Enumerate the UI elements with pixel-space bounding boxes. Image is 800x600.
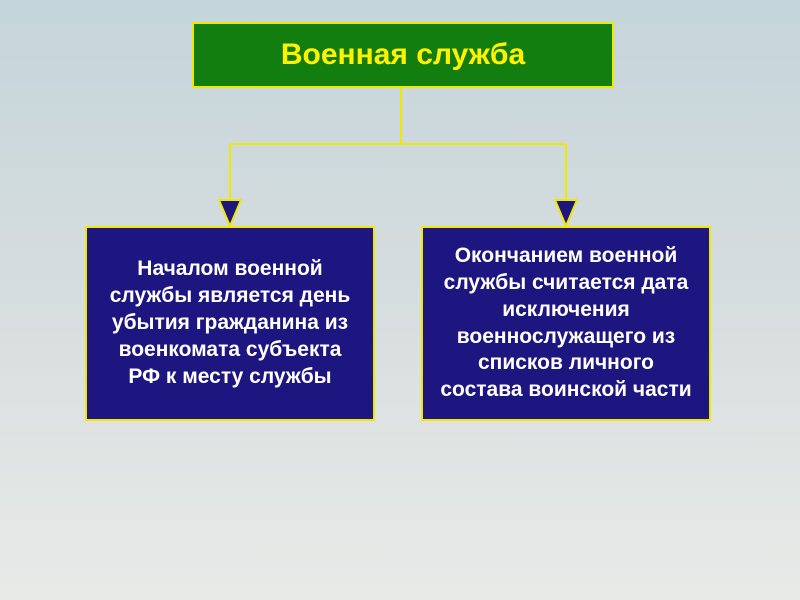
title-text: Военная служба: [281, 38, 525, 72]
info-box-end: Окончанием военной службы считается дата…: [421, 226, 711, 421]
title-box: Военная служба: [192, 22, 614, 88]
info-box-start: Началом военной службы является день убы…: [85, 226, 375, 421]
info-text-end: Окончанием военной службы считается дата…: [439, 243, 693, 404]
info-text-start: Началом военной службы является день убы…: [103, 256, 357, 390]
